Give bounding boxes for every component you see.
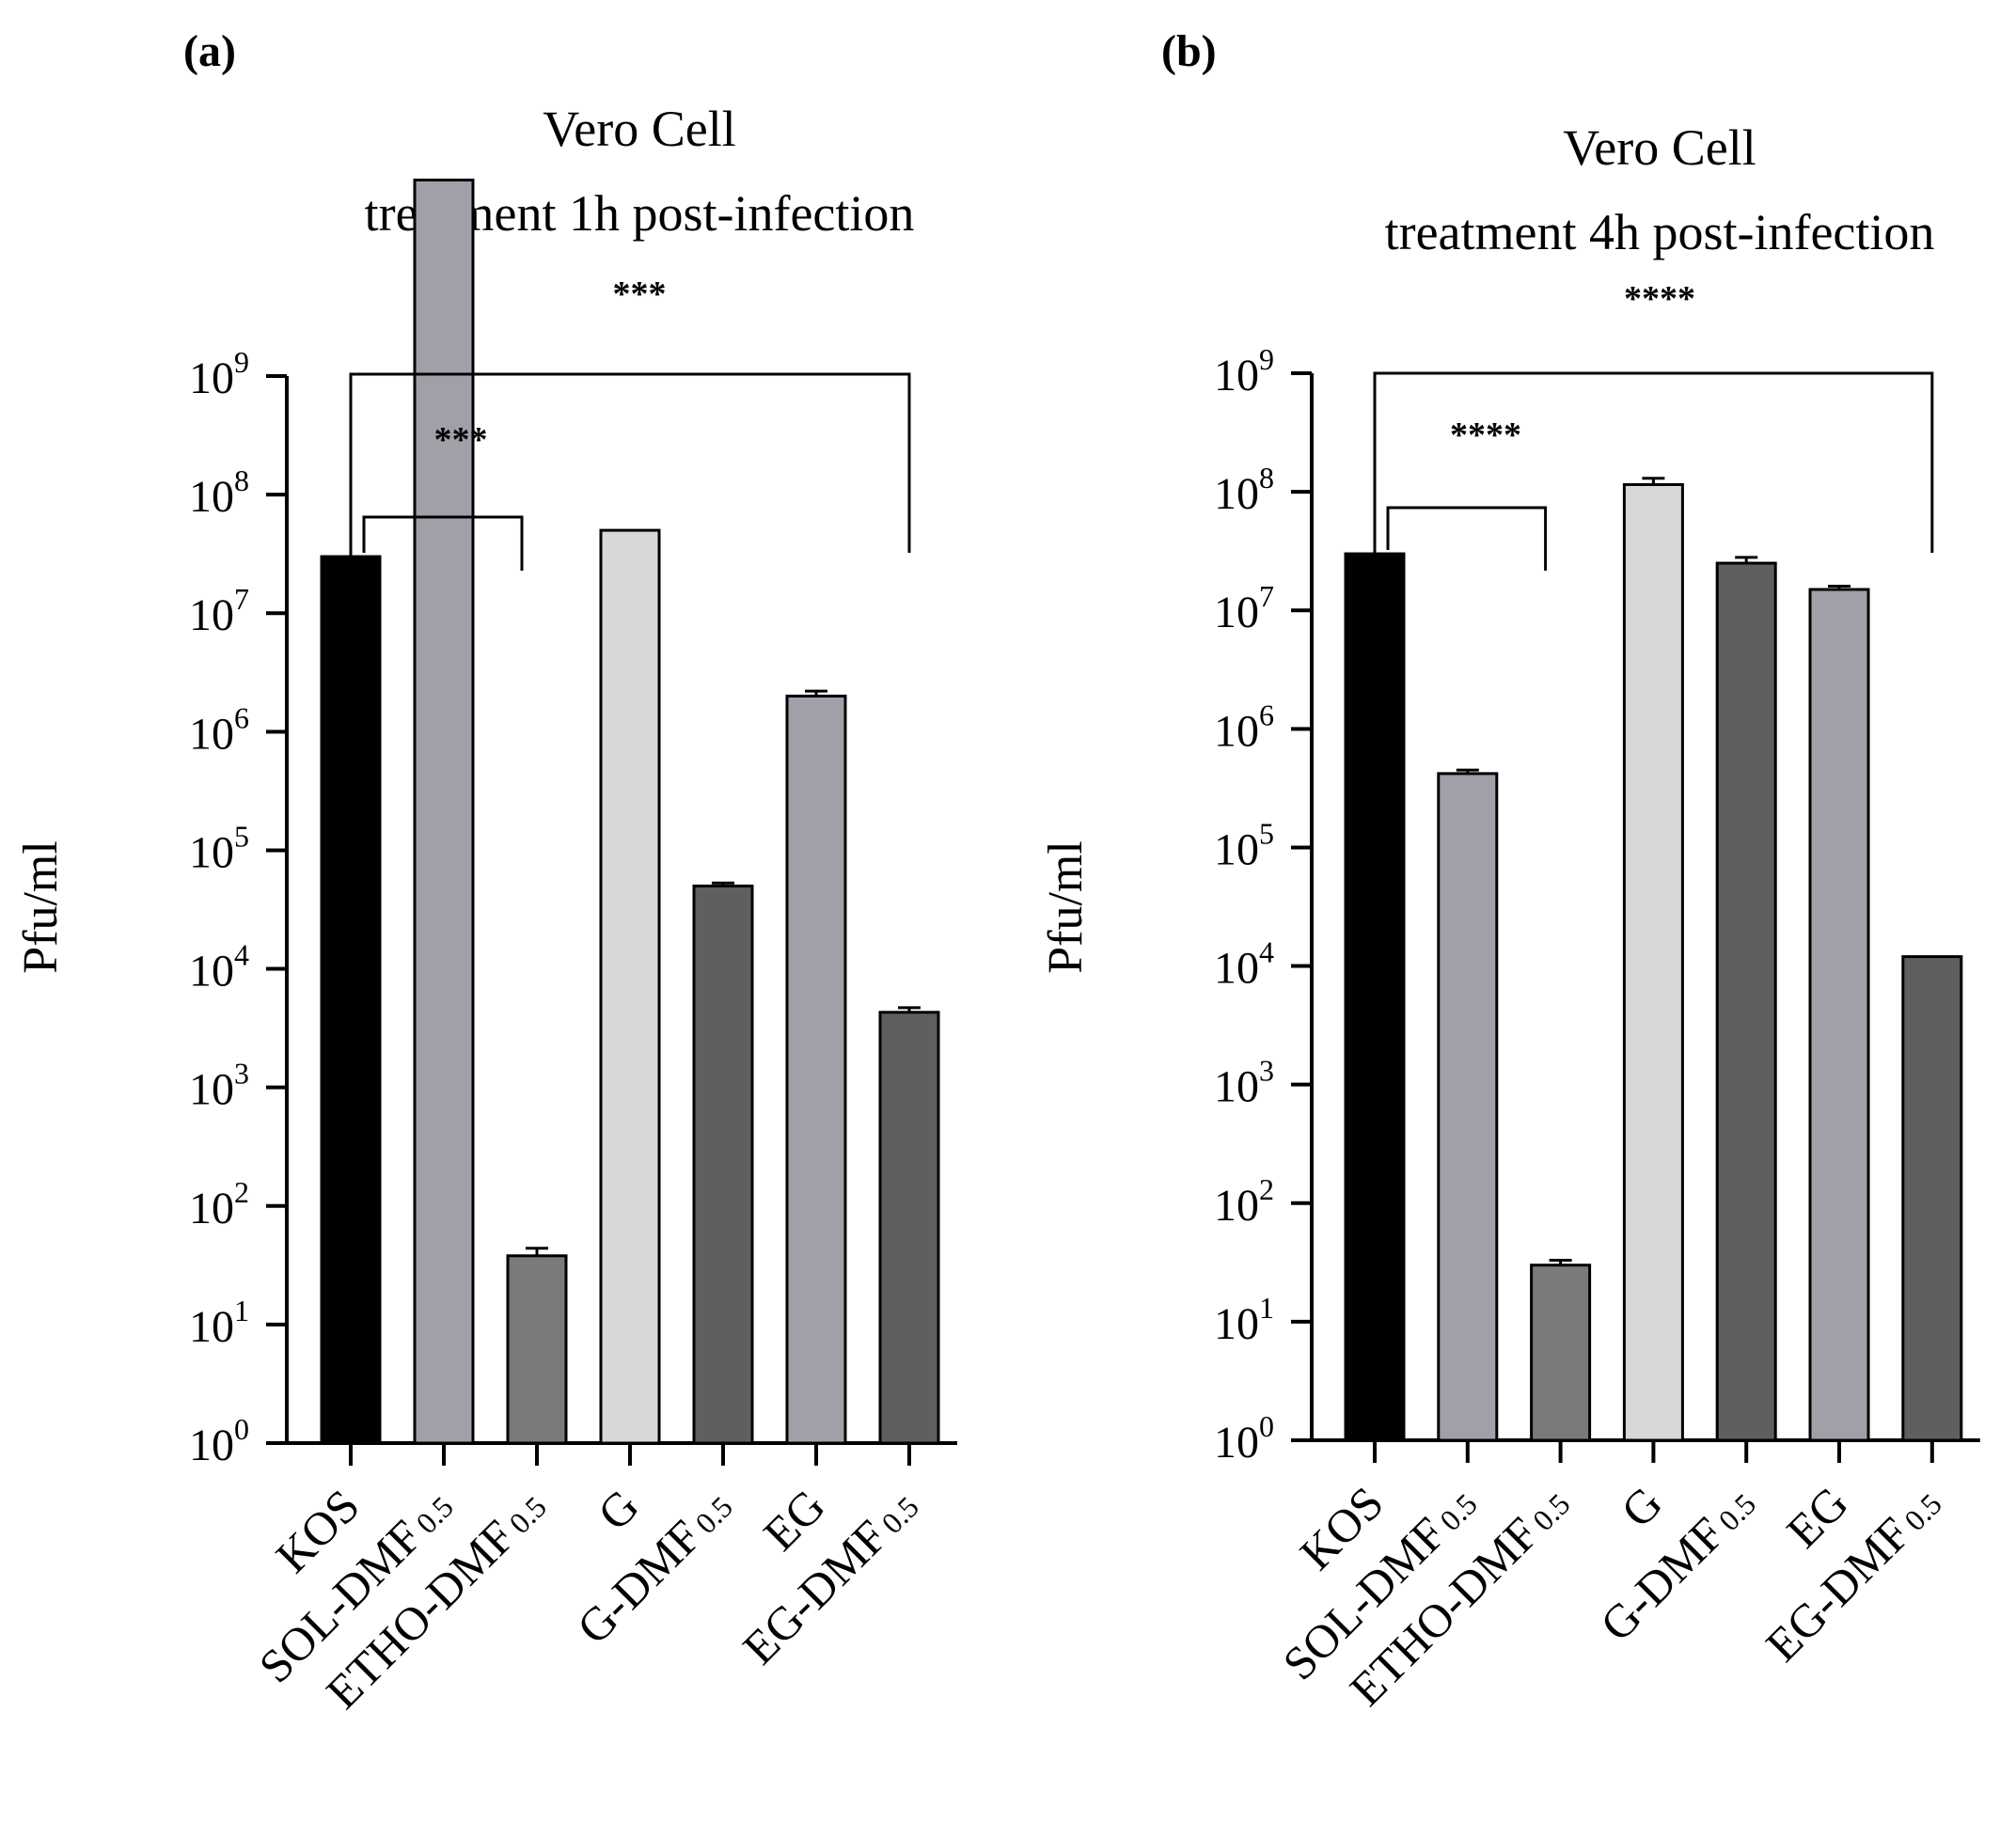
y-tick-label: 105 [189, 819, 249, 877]
significance-label: **** [1624, 279, 1695, 319]
y-tick-label: 108 [189, 463, 249, 522]
y-tick-label: 102 [189, 1175, 249, 1233]
significance-label: *** [434, 420, 488, 460]
panel-label: (a) [183, 26, 236, 76]
x-tick-label: EG-DMF0.5 [732, 1479, 928, 1674]
y-tick-label: 107 [189, 582, 249, 640]
bar-g-dmf [692, 884, 754, 1445]
bar-eg [1808, 588, 1870, 1442]
bar-g [1622, 482, 1684, 1442]
x-tick-label: G [1611, 1476, 1672, 1537]
y-tick-label: 106 [189, 700, 249, 759]
significance-bracket [1373, 371, 1934, 555]
y-tick-label: 100 [1214, 1409, 1274, 1468]
chart-panel-1: (b) Vero Cell treatment 4h post-infection 1… [1039, 26, 1980, 1716]
y-tick-label: 100 [189, 1412, 249, 1470]
panel-label: (b) [1161, 26, 1217, 76]
y-tick-label: 105 [1214, 816, 1274, 874]
y-tick-label: 101 [189, 1294, 249, 1352]
y-tick-label: 104 [1214, 935, 1274, 994]
bar-kos [320, 555, 382, 1445]
significance-label: **** [1450, 416, 1521, 455]
y-tick-label: 106 [1214, 698, 1274, 756]
y-tick-label: 103 [1214, 1054, 1274, 1112]
y-tick-label: 101 [1214, 1291, 1274, 1349]
bar-etho-dmf [506, 1254, 568, 1445]
y-tick-label: 104 [189, 938, 249, 997]
bar-eg-dmf [878, 1011, 940, 1445]
x-tick-label: G [588, 1479, 649, 1540]
significance-bracket [362, 515, 524, 571]
bar-etho-dmf [1530, 1264, 1592, 1442]
x-tick-label: EG-DMF0.5 [1756, 1476, 1951, 1672]
bar-sol-dmf [1437, 772, 1499, 1442]
chart-title-line: Vero Cell [1563, 119, 1756, 176]
significance-bracket [1386, 506, 1548, 571]
bar-g [599, 528, 661, 1445]
y-tick-label: 102 [1214, 1172, 1274, 1231]
chart-title-line: Vero Cell [543, 101, 735, 157]
chart-title-line: treatment 4h post-infection [1385, 204, 1935, 260]
y-tick-label: 109 [189, 345, 249, 403]
y-axis-label: Pfu/ml [14, 840, 68, 974]
bar-g-dmf [1715, 561, 1777, 1442]
bar-sol-dmf [413, 179, 475, 1445]
significance-label: *** [613, 275, 667, 314]
y-axis-label: Pfu/ml [1039, 840, 1093, 974]
bar-kos [1344, 552, 1406, 1442]
bar-eg-dmf [1901, 955, 1963, 1442]
significance-bracket [349, 372, 911, 557]
y-tick-label: 107 [1214, 579, 1274, 637]
bar-eg [785, 694, 847, 1445]
y-tick-label: 108 [1214, 461, 1274, 519]
y-tick-label: 109 [1214, 342, 1274, 400]
y-tick-label: 103 [189, 1057, 249, 1115]
